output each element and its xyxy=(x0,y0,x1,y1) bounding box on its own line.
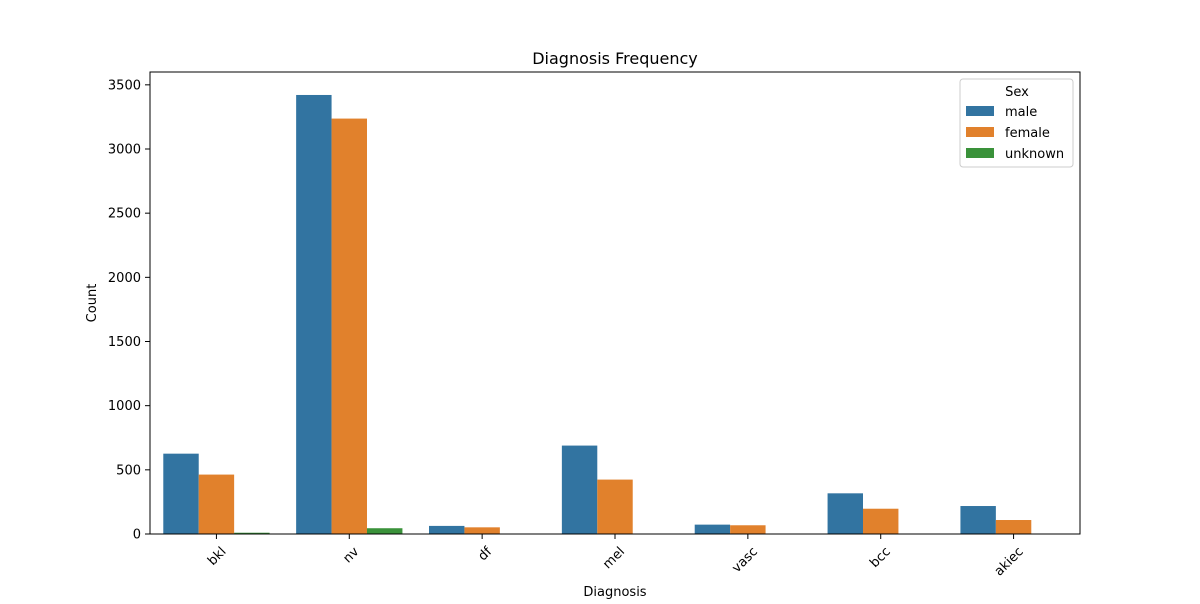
bar-akiec-male xyxy=(960,506,996,534)
legend-title: Sex xyxy=(1005,85,1029,100)
bar-mel-male xyxy=(561,445,598,534)
y-tick-label: 3500 xyxy=(108,78,141,93)
y-tick-label: 1000 xyxy=(108,399,141,414)
bars-layer xyxy=(163,94,1032,534)
bar-nv-male xyxy=(296,94,332,534)
bar-nv-unknown xyxy=(367,528,403,534)
legend-swatch-male xyxy=(966,106,994,116)
y-tick-label: 2000 xyxy=(108,271,141,286)
y-tick-label: 1500 xyxy=(108,335,141,350)
y-tick-label: 0 xyxy=(133,528,141,543)
bar-nv-female xyxy=(331,118,367,534)
y-tick-label: 2500 xyxy=(108,207,141,222)
bar-bkl-male xyxy=(163,453,199,534)
legend-swatch-unknown xyxy=(966,148,994,158)
y-axis-label: Count xyxy=(85,284,100,323)
bar-vasc-female xyxy=(730,525,766,534)
legend-box xyxy=(959,78,1074,168)
legend-label-male: male xyxy=(1005,105,1037,120)
legend-items: male female unknown xyxy=(966,105,1064,162)
bar-mel-female xyxy=(597,479,633,534)
bar-bkl-unknown xyxy=(234,532,270,534)
legend-swatch-female xyxy=(966,127,994,137)
legend-label-female: female xyxy=(1005,126,1050,141)
legend: Sex male female unknown xyxy=(959,78,1074,168)
legend-label-unknown: unknown xyxy=(1005,147,1064,162)
y-tick-label: 500 xyxy=(116,463,141,478)
y-tick-label: 3000 xyxy=(108,143,141,158)
bar-df-male xyxy=(429,525,465,534)
bar-akiec-female xyxy=(995,520,1032,534)
plot-frame xyxy=(149,71,1081,535)
bar-df-female xyxy=(464,527,500,534)
bar-vasc-male xyxy=(694,524,731,534)
bar-bcc-female xyxy=(863,508,899,534)
bar-bkl-female xyxy=(198,474,235,534)
chart-title: Diagnosis Frequency xyxy=(532,49,698,68)
y-axis: 0 500 1000 1500 2000 2500 3000 3500 xyxy=(108,78,150,543)
x-axis-label: Diagnosis xyxy=(583,585,646,600)
bar-bcc-male xyxy=(827,493,863,534)
